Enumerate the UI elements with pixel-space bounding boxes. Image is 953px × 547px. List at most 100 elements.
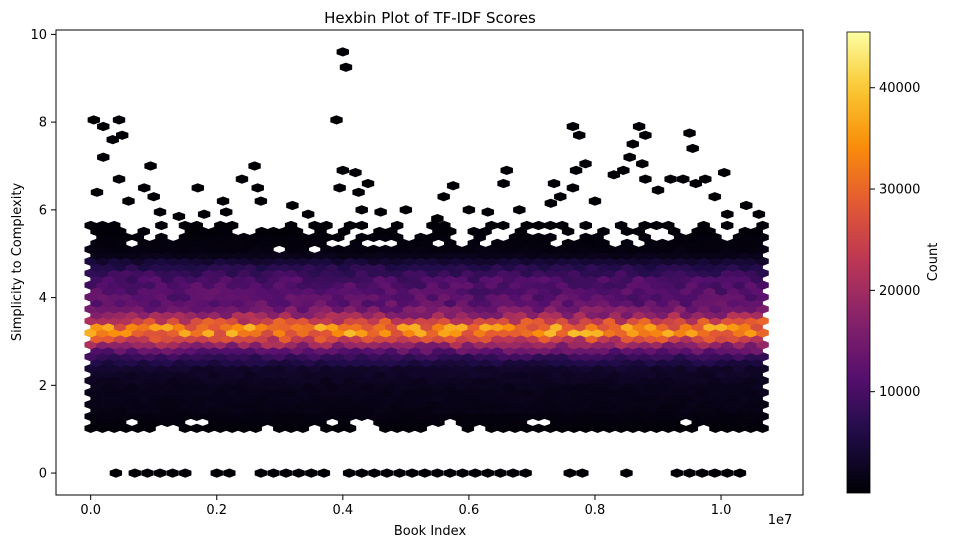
hexbin-cell [721, 468, 734, 478]
hexbin-cells [84, 47, 769, 478]
hexbin-cell [651, 185, 665, 195]
hexbin-cell [497, 220, 510, 231]
hexbin-cell [639, 130, 652, 140]
hexbin-cell [576, 468, 589, 478]
hexbin-cell [491, 238, 504, 248]
hexbin-cell [708, 192, 721, 202]
x-tick-label: 0.8 [585, 503, 606, 518]
hexbin-cell [554, 192, 567, 202]
hexbin-cell [683, 128, 696, 138]
hexbin-cell [617, 165, 630, 175]
hexbin-cell [251, 183, 264, 193]
hexbin-cell [614, 220, 628, 231]
hexbin-cell [544, 220, 557, 231]
hexbin-cell [339, 62, 353, 72]
hexbin-cell [342, 468, 356, 478]
hexbin-cell [109, 468, 123, 478]
hexbin-cell [414, 232, 427, 243]
hexbin-cell [237, 232, 251, 243]
hexbin-cell [662, 220, 675, 231]
hexbin-cell [116, 130, 129, 140]
hexbin-cell [97, 121, 110, 132]
hexbin-cell [623, 152, 636, 162]
hexbin-cell [155, 232, 168, 243]
hexbin-cell [506, 468, 520, 478]
hexbin-cell [179, 468, 192, 478]
hexbin-cell [579, 220, 592, 231]
hexbin-cell [721, 220, 734, 231]
hexbin-cell [632, 121, 646, 132]
hexbin-cell [399, 205, 413, 215]
hexbin-cell [320, 220, 333, 231]
colorbar-label: Count [926, 243, 941, 282]
hexbin-cell [308, 220, 321, 231]
hexbin-cell [292, 468, 305, 478]
hexbin-cell [520, 220, 534, 231]
hexbin-cell [636, 159, 649, 169]
plot-frame [55, 29, 804, 496]
hexbin-cell [513, 205, 526, 215]
hexbin-cell [284, 220, 298, 231]
hexbin-cell [677, 174, 690, 184]
x-tick-label: 1.0 [711, 503, 732, 518]
hexbin-cell [561, 238, 575, 248]
hexbin-cell [216, 196, 230, 206]
hexbin-cell [197, 209, 211, 219]
hexbin-cell [555, 220, 569, 231]
hexbin-cell [355, 232, 368, 243]
hexbin-cell [418, 468, 431, 478]
y-axis-label: Simplicity to Complexity [10, 183, 25, 342]
y-axis: 0 2 4 6 8 10 [30, 28, 56, 482]
y-tick-label: 6 [39, 203, 47, 218]
hexbin-cell [494, 468, 507, 478]
hexbin-cell [254, 468, 268, 478]
hexbin-cell [638, 220, 651, 231]
hexbin-cell [144, 161, 157, 171]
hexbin-cell [733, 468, 747, 478]
hexbin-cell [191, 183, 205, 193]
y-tick-label: 4 [39, 291, 47, 306]
hexbin-cell [379, 244, 392, 254]
hexbin-cell [138, 183, 151, 193]
hexbin-cell [532, 220, 545, 231]
hexbin-cell [708, 468, 721, 478]
hexbin-cell [438, 220, 451, 231]
hexbin-cell [485, 220, 498, 231]
hexbin-cell [656, 238, 669, 248]
hexbin-cell [220, 207, 233, 217]
hexbin-cell [112, 174, 126, 184]
hexbin-cell [128, 468, 141, 478]
hexbin-cell [597, 226, 610, 237]
hexbin-cell [166, 468, 179, 478]
hexbin-cell [718, 167, 731, 178]
x-tick-label: 0.6 [459, 503, 480, 518]
hexbin-cell [566, 121, 580, 132]
hexbin-cell [108, 220, 121, 231]
hexbin-cell [153, 207, 167, 217]
hexbin-cell [248, 161, 261, 171]
hexbin-cell [147, 192, 160, 202]
hexbin-cell [544, 232, 557, 243]
hexbin-cell [544, 198, 558, 208]
hexbin-cell [620, 238, 634, 248]
y-tick-label: 2 [39, 379, 47, 394]
hexbin-cell [97, 152, 110, 162]
hexbin-cell [664, 174, 677, 184]
hexbin-cell [721, 209, 734, 219]
hexbin-cell [96, 220, 109, 231]
hexbin-cell [380, 468, 394, 478]
hexbin-cell [214, 220, 227, 231]
hexbin-cell [752, 209, 766, 219]
x-tick-label: 0.2 [206, 503, 227, 518]
hexbin-cell [352, 187, 365, 197]
colorbar-tick-label: 10000 [879, 385, 920, 400]
hexbin-cell [355, 468, 368, 478]
hexbin-cell [373, 226, 386, 237]
colorbar-tick-label: 30000 [879, 183, 920, 198]
hexbin-cell [431, 214, 444, 224]
hexbin-cell [153, 468, 167, 478]
hexbin-cell [519, 468, 532, 478]
hexbin-cell [697, 220, 710, 231]
hexbin-cell [579, 232, 592, 243]
